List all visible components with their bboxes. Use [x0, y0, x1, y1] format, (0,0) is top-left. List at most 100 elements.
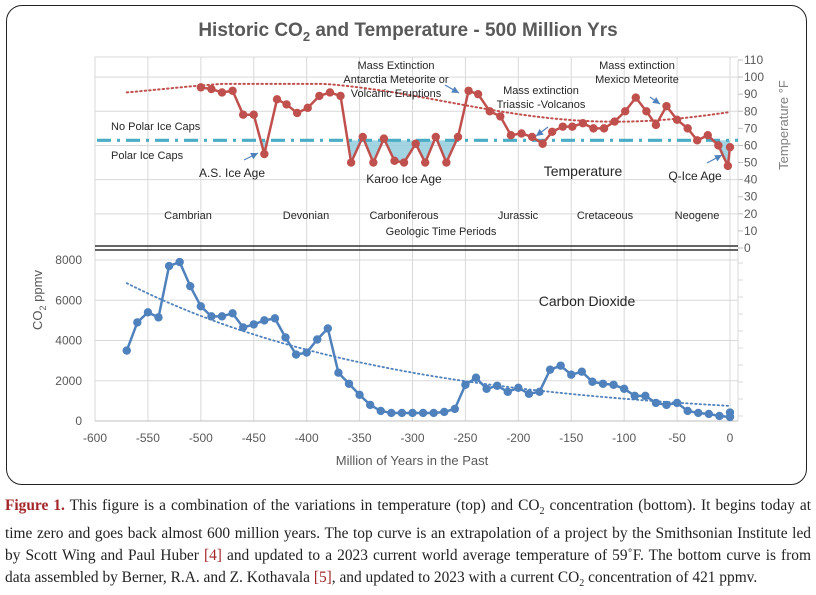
temperature-tick-label: 100	[744, 70, 764, 84]
co2-data-point	[143, 308, 153, 317]
co2-data-point	[133, 318, 142, 327]
temperature-data-point	[464, 86, 473, 95]
co2-data-point	[196, 302, 206, 311]
co2-data-point	[397, 408, 407, 418]
annotation-text: Mass extinction	[599, 60, 675, 72]
temperature-data-point	[599, 124, 609, 133]
x-tick-label: -450	[242, 431, 266, 445]
temperature-data-point	[506, 131, 516, 140]
temperature-data-point	[714, 141, 723, 150]
temperature-tick-label: 90	[744, 87, 758, 101]
temperature-axis-title: Temperature °F	[776, 80, 791, 170]
co2-data-point	[376, 406, 385, 416]
temperature-tick-label: 0	[744, 241, 751, 255]
period-label: Jurassic	[498, 210, 539, 222]
co2-tick-label: 6000	[55, 293, 82, 307]
temperature-data-point	[485, 107, 494, 116]
co2-data-point	[291, 350, 301, 359]
co2-tick-label: 0	[75, 414, 82, 428]
annotation-text: Volcanic Eruptions	[351, 88, 442, 100]
co2-data-point	[619, 384, 629, 393]
co2-data-point	[461, 380, 470, 389]
co2-data-point	[313, 335, 322, 344]
temperature-data-point	[527, 132, 537, 142]
co2-data-point	[715, 411, 724, 421]
co2-data-point	[365, 400, 375, 410]
co2-data-point	[260, 316, 269, 325]
co2-axis-title: CO2 ppmv	[30, 270, 48, 330]
annotation-text: Q-Ice Age	[668, 169, 722, 183]
chart-title: Historic CO2 and Temperature - 500 Milli…	[198, 20, 617, 44]
temperature-plot	[97, 82, 738, 171]
co2-data-point	[175, 257, 184, 267]
annotation-text: Mass extinction	[503, 85, 579, 97]
combined-chart: Historic CO2 and Temperature - 500 Milli…	[30, 20, 791, 468]
temperature-data-point	[249, 110, 258, 119]
co2-data-point	[207, 312, 216, 321]
temperature-data-point	[260, 149, 269, 159]
temperature-data-point	[379, 134, 389, 143]
temperature-data-point	[651, 120, 661, 130]
annotation-text: Mass Extinction	[357, 60, 434, 72]
temperature-data-point	[217, 88, 227, 97]
temperature-data-point	[390, 156, 399, 166]
co2-data-point	[154, 313, 163, 322]
temperature-data-point	[325, 88, 335, 97]
co2-data-point	[217, 312, 227, 321]
co2-data-point	[704, 409, 714, 419]
x-tick-label: -100	[612, 431, 636, 445]
co2-data-point	[588, 377, 597, 386]
temperature-data-point	[578, 119, 588, 128]
x-tick-label: -250	[453, 431, 477, 445]
annotation-arrowhead	[250, 153, 258, 160]
co2-plot	[122, 257, 735, 422]
period-label: Carboniferous	[369, 210, 439, 222]
figure-label: Figure 1.	[5, 497, 65, 514]
figure-caption: Figure 1. This figure is a combination o…	[5, 497, 811, 590]
x-tick-label: 0	[727, 431, 734, 445]
temperature-data-point	[589, 124, 598, 133]
co2-data-point	[694, 408, 703, 418]
temperature-series-line	[200, 86, 732, 168]
co2-data-point	[334, 368, 343, 377]
co2-data-point	[355, 390, 364, 400]
co2-data-point	[281, 333, 290, 342]
annotation-arrowhead	[652, 97, 660, 104]
co2-data-point	[238, 323, 248, 332]
temperature-data-point	[621, 107, 630, 116]
chart-labels: 0 10 20 30 40 50 60 70 80 90 100 110 Temperature °F 0…	[30, 53, 791, 468]
co2-data-point	[482, 384, 491, 393]
temperature-data-point	[723, 161, 733, 171]
temperature-data-point	[692, 136, 702, 145]
reference-link-5[interactable]: [5]	[313, 569, 332, 587]
temperature-data-point	[282, 100, 291, 109]
co2-data-point	[567, 370, 576, 379]
temperature-data-point	[568, 122, 577, 131]
co2-data-point	[122, 346, 131, 355]
co2-data-point	[630, 391, 639, 401]
co2-data-point	[387, 408, 396, 418]
period-label: Devonian	[283, 210, 329, 222]
co2-data-point	[672, 398, 682, 408]
temperature-data-point	[683, 124, 692, 133]
temperature-data-point	[411, 139, 420, 148]
x-tick-label: -350	[348, 431, 372, 445]
polar-ice-caps-label: Polar Ice Caps	[111, 150, 184, 162]
co2-data-point	[577, 367, 587, 376]
co2-data-point	[249, 320, 258, 329]
reference-link-4[interactable]: [4]	[203, 547, 222, 565]
co2-grid	[94, 57, 738, 422]
temperature-grid	[94, 56, 743, 421]
temperature-data-point	[196, 83, 206, 92]
co2-tick-label: 2000	[55, 374, 82, 388]
temperature-tick-label: 50	[744, 156, 758, 170]
temperature-data-point	[336, 91, 345, 101]
temperature-tick-label: 20	[744, 207, 758, 221]
co2-data-point	[725, 408, 735, 417]
annotation-arrowhead	[714, 155, 722, 162]
x-tick-label: -300	[400, 431, 424, 445]
annotation-text: Triassic -Volcanos	[497, 99, 586, 111]
co2-data-point	[164, 261, 174, 271]
temperature-data-point	[421, 158, 430, 167]
temperature-data-point	[292, 108, 302, 118]
